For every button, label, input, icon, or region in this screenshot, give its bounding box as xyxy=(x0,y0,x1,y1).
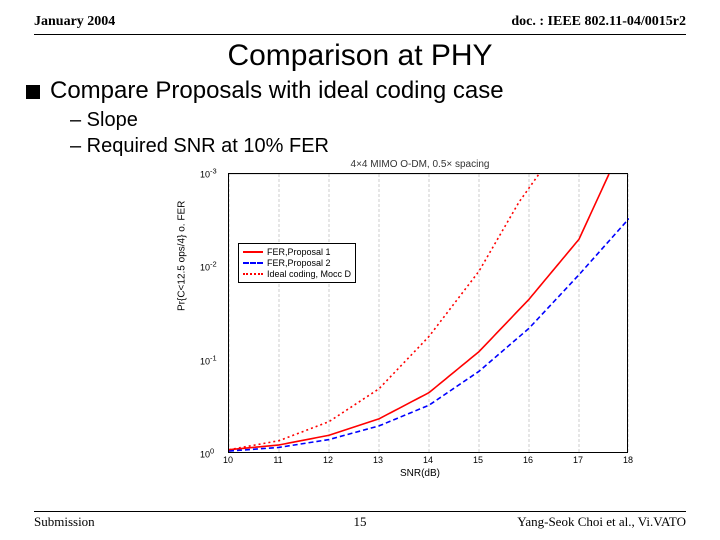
sub-bullet-2: – Required SNR at 10% FER xyxy=(70,133,720,159)
xtick: 16 xyxy=(523,455,533,465)
legend-label-1: FER,Proposal 1 xyxy=(267,247,331,257)
footer-right: Yang-Seok Choi et al., Vi.VATO xyxy=(517,514,686,530)
sub-bullet-1: – Slope xyxy=(70,107,720,133)
xtick: 11 xyxy=(273,455,282,465)
legend-row-2: FER,Proposal 2 xyxy=(243,258,351,268)
header: January 2004 doc. : IEEE 802.11-04/0015r… xyxy=(0,0,720,34)
header-date: January 2004 xyxy=(34,14,115,30)
bullet-icon xyxy=(26,85,40,99)
header-rule xyxy=(34,34,686,35)
xtick: 18 xyxy=(623,455,633,465)
legend-label-2: FER,Proposal 2 xyxy=(267,258,331,268)
legend-row-1: FER,Proposal 1 xyxy=(243,247,351,257)
legend-swatch-3 xyxy=(243,273,263,275)
footer-left: Submission xyxy=(34,514,95,530)
xtick: 15 xyxy=(473,455,483,465)
ytick: 100 xyxy=(200,447,214,460)
legend-label-3: Ideal coding, Mocc D xyxy=(267,269,351,279)
xtick: 12 xyxy=(323,455,333,465)
main-bullet: Compare Proposals with ideal coding case xyxy=(26,77,720,105)
chart-ylabel: Pr{C<12.5 ops/4} o. FER xyxy=(177,201,188,311)
xtick: 17 xyxy=(573,455,583,465)
footer: Submission 15 Yang-Seok Choi et al., Vi.… xyxy=(0,512,720,540)
page-number: 15 xyxy=(354,514,367,530)
ytick: 10-3 xyxy=(200,167,217,180)
ytick: 10-2 xyxy=(200,260,217,273)
chart-svg xyxy=(229,174,629,454)
chart-xlabel: SNR(dB) xyxy=(400,468,440,479)
legend-swatch-2 xyxy=(243,262,263,264)
chart-legend: FER,Proposal 1 FER,Proposal 2 Ideal codi… xyxy=(238,243,356,283)
header-doc: doc. : IEEE 802.11-04/0015r2 xyxy=(511,14,686,30)
main-bullet-text: Compare Proposals with ideal coding case xyxy=(50,77,504,105)
chart-title: 4×4 MIMO O-DM, 0.5× spacing xyxy=(351,159,490,170)
xtick: 13 xyxy=(373,455,383,465)
legend-swatch-1 xyxy=(243,251,263,253)
xtick: 10 xyxy=(223,455,233,465)
xtick: 14 xyxy=(423,455,433,465)
sub-bullets: – Slope – Required SNR at 10% FER xyxy=(70,107,720,159)
page-title: Comparison at PHY xyxy=(0,39,720,73)
chart-plot-area xyxy=(228,173,628,453)
ytick: 10-1 xyxy=(200,353,217,366)
chart: 4×4 MIMO O-DM, 0.5× spacing Pr{C<12.5 op… xyxy=(180,161,660,479)
legend-row-3: Ideal coding, Mocc D xyxy=(243,269,351,279)
